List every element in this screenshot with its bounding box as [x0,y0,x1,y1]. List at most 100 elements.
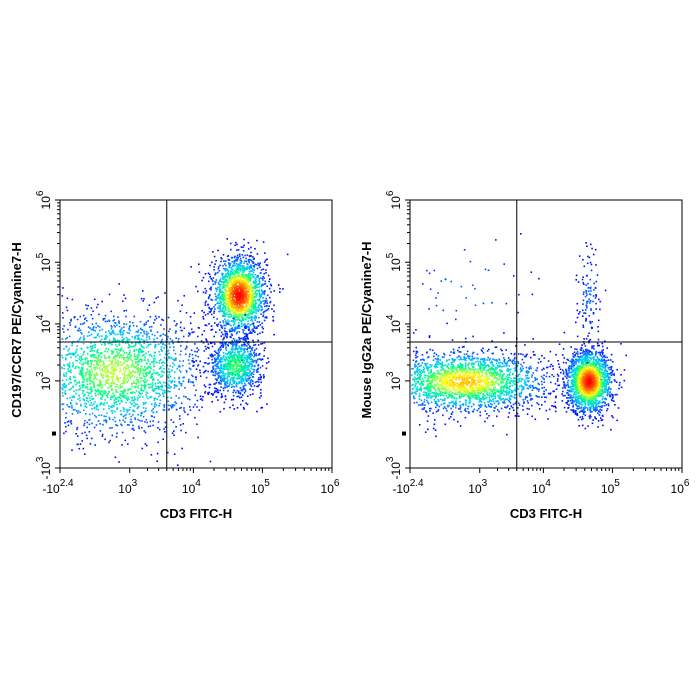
event-point [253,269,255,271]
event-point [71,342,73,345]
event-point [152,379,154,382]
event-point [250,294,252,297]
event-point [213,383,215,385]
event-point [124,342,127,344]
event-point [82,386,84,388]
event-point [219,302,221,304]
event-point [229,365,232,367]
event-point [232,324,235,327]
event-point [242,380,245,382]
event-point [93,403,95,405]
event-point [97,359,100,362]
event-point [266,304,268,307]
event-point [61,384,64,386]
event-point [124,370,127,373]
event-point [265,272,267,274]
event-point [151,375,154,378]
event-point [222,344,225,346]
event-point [251,363,253,365]
event-point [228,288,231,291]
event-point [256,293,258,295]
event-point [104,342,106,345]
event-point [147,332,150,335]
event-point [115,348,118,351]
event-point [253,365,256,368]
event-point [101,435,104,437]
event-point [455,406,457,409]
y-axis-label: CD197/CCR7 PE/Cyanine7-H [9,242,24,418]
event-point [79,336,82,339]
event-point [237,356,240,359]
event-point [223,337,225,340]
event-point [501,390,504,393]
event-point [65,379,68,381]
event-point [146,336,148,338]
event-point [100,372,102,375]
event-point [243,302,246,304]
event-point [218,372,220,375]
event-point [242,250,245,252]
event-point [243,300,245,302]
event-point [233,286,236,288]
event-point [208,307,211,310]
event-point [252,293,254,295]
event-point [204,292,207,294]
event-point [251,328,254,331]
event-point [168,371,170,373]
event-point [61,366,63,369]
event-point [87,361,89,364]
event-point [260,302,263,304]
event-point [250,358,253,360]
event-point [123,358,125,361]
event-point [128,345,131,347]
event-point [83,409,85,411]
event-point [151,409,153,412]
event-point [129,371,131,374]
event-point [161,385,164,388]
event-point [195,376,197,378]
event-point [237,317,240,319]
event-point [82,383,85,386]
event-point [239,370,242,372]
event-point [86,335,89,337]
event-point [216,389,219,391]
event-point [257,310,260,313]
event-point [100,365,102,367]
event-point [228,357,230,360]
event-point [251,268,254,270]
event-point [84,372,87,374]
event-point [256,327,258,329]
event-point [132,437,135,439]
event-point [241,273,244,276]
event-point [232,280,234,282]
event-point [229,275,231,278]
event-point [179,407,181,410]
event-point [115,333,117,336]
event-point [116,432,118,435]
event-point [121,364,123,366]
event-point [133,315,136,318]
event-point [94,360,97,362]
event-point [82,367,84,369]
event-point [61,392,64,394]
event-point [154,397,157,400]
event-point [254,280,257,283]
event-point [230,267,233,270]
event-point [136,376,138,379]
event-point [121,424,123,427]
event-point [234,270,237,273]
event-point [255,307,258,309]
event-point [99,384,102,387]
event-point [242,284,244,286]
event-point [239,292,242,295]
event-point [84,362,87,364]
event-point [265,316,268,318]
event-point [453,418,455,421]
event-point [153,359,155,362]
event-point [224,263,226,265]
event-point [90,348,93,350]
event-point [204,370,206,373]
event-point [122,339,125,342]
event-point [117,333,119,336]
event-point [237,297,240,300]
